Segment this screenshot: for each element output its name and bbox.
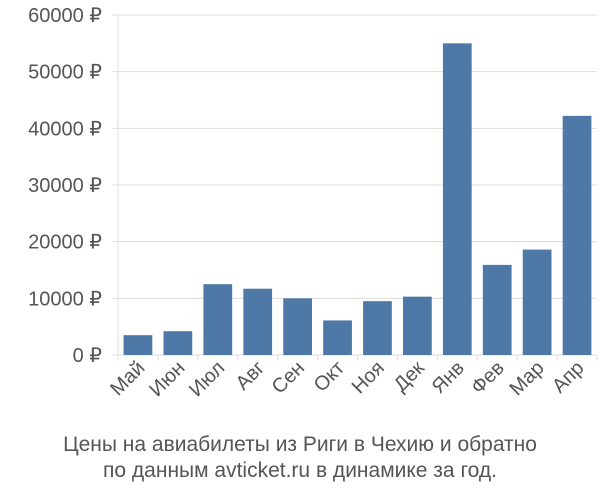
bar [123, 335, 153, 355]
bar [243, 288, 273, 355]
x-tick-label: Апр [548, 357, 589, 398]
chart-caption-line-1: Цены на авиабилеты из Риги в Чехию и обр… [63, 433, 537, 456]
bar [482, 264, 512, 355]
y-tick-label: 60000 ₽ [28, 5, 102, 27]
y-tick-label: 30000 ₽ [28, 175, 102, 197]
x-tick-label: Май [106, 357, 149, 400]
x-tick-label: Мар [505, 357, 548, 400]
bar [442, 43, 472, 355]
x-tick-label: Янв [428, 357, 469, 398]
bar [283, 298, 312, 355]
x-tick-label: Дек [390, 357, 429, 396]
x-tick-label: Фев [467, 357, 509, 399]
y-tick-label: 50000 ₽ [28, 62, 102, 84]
bar [403, 296, 432, 355]
y-tick-label: 20000 ₽ [28, 232, 102, 254]
x-tick-label: Июл [185, 357, 229, 401]
bar [323, 320, 352, 355]
x-tick-label: Июн [145, 357, 189, 401]
bars [123, 43, 592, 355]
x-tick-label: Сен [268, 357, 309, 398]
chart-caption-line-2: по данным avticket.ru в динамике за год. [103, 459, 497, 482]
y-tick-label: 10000 ₽ [28, 288, 102, 310]
x-tick-label: Окт [310, 357, 349, 396]
y-tick-label: 40000 ₽ [28, 118, 102, 140]
bar [163, 331, 193, 355]
x-tick-label: Авг [232, 357, 270, 395]
bar [522, 249, 552, 355]
bar [203, 284, 233, 355]
y-axis-tick-labels: 0 ₽ 10000 ₽ 20000 ₽ 30000 ₽ 40000 ₽ 50000 ₽ 60… [28, 5, 102, 367]
bar [363, 301, 392, 355]
bar-chart: 0 ₽ 10000 ₽ 20000 ₽ 30000 ₽ 40000 ₽ 50000 ₽ 60… [28, 5, 598, 401]
bar [562, 115, 592, 355]
x-tick-label: Ноя [348, 357, 389, 398]
y-tick-label: 0 ₽ [73, 345, 103, 367]
grid-lines [112, 14, 598, 361]
